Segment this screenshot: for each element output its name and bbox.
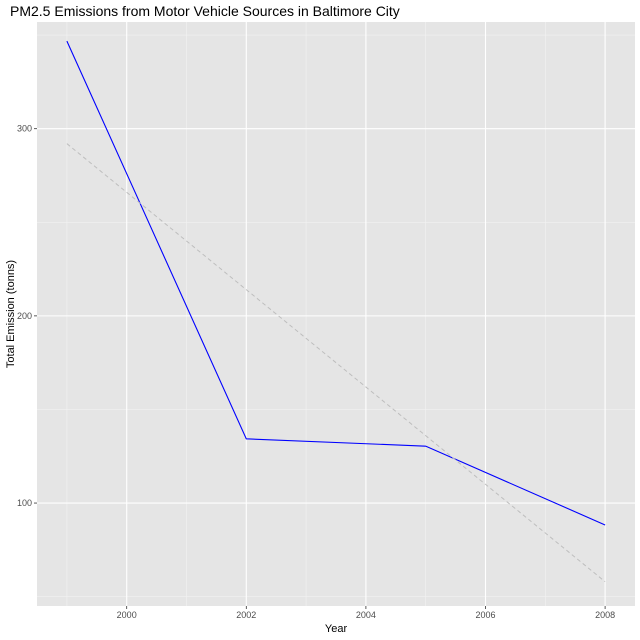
- trend-line: [66, 143, 606, 583]
- y-tick-label: 300: [17, 124, 32, 134]
- x-tick-label: 2006: [475, 610, 495, 620]
- emission-line: [66, 40, 606, 526]
- x-tick-label: 2008: [595, 610, 615, 620]
- plot-panel: [37, 22, 635, 606]
- y-axis: 100 200 300: [17, 124, 37, 508]
- y-tick-label: 100: [17, 498, 32, 508]
- chart-title: PM2.5 Emissions from Motor Vehicle Sourc…: [10, 3, 400, 19]
- x-tick-label: 2002: [236, 610, 256, 620]
- series-layer: [66, 40, 606, 583]
- y-tick-label: 200: [17, 311, 32, 321]
- grid-minor: [37, 22, 635, 606]
- y-axis-title: Total Emission (tonns): [5, 260, 17, 368]
- x-tick-label: 2000: [117, 610, 137, 620]
- grid-major: [37, 22, 635, 606]
- x-axis: 2000 2002 2004 2006 2008: [117, 606, 615, 620]
- x-tick-label: 2004: [356, 610, 376, 620]
- x-axis-title: Year: [325, 623, 348, 635]
